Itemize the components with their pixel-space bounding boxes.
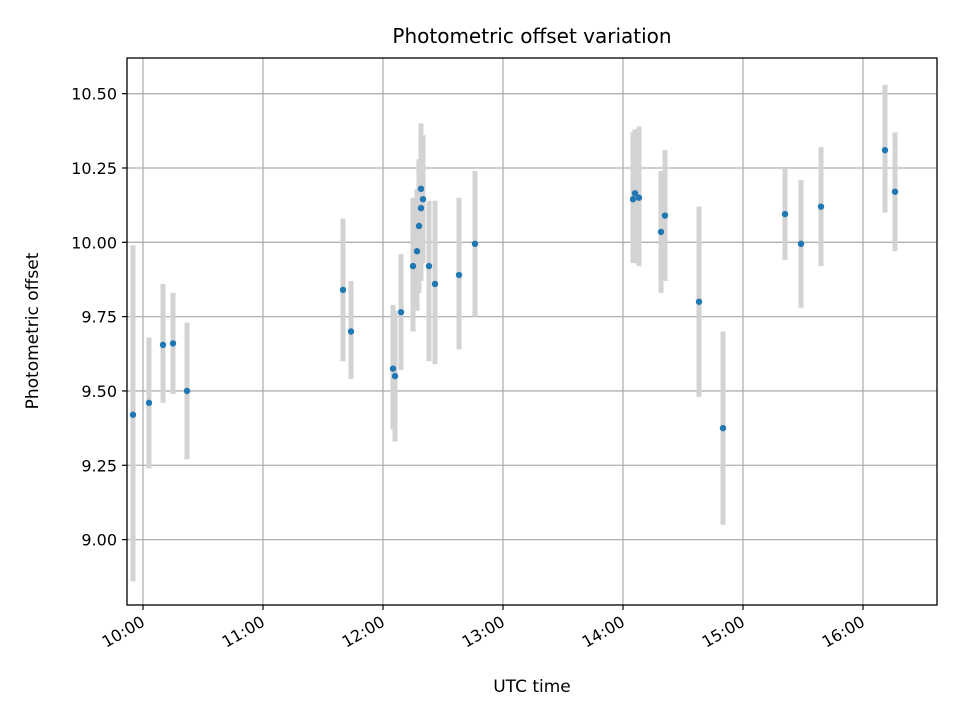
data-point <box>347 328 355 335</box>
y-tick-label: 9.50 <box>81 382 117 401</box>
data-point <box>169 340 177 347</box>
data-point <box>425 262 433 270</box>
y-tick-label: 10.25 <box>71 159 117 178</box>
chart-title: Photometric offset variation <box>392 24 671 48</box>
data-point <box>419 196 427 203</box>
data-point <box>455 271 463 279</box>
data-point <box>471 240 479 248</box>
x-axis-title: UTC time <box>493 677 571 697</box>
data-point <box>409 262 417 270</box>
data-point <box>417 204 425 212</box>
data-point <box>413 248 421 255</box>
data-point <box>389 365 397 372</box>
data-points <box>129 146 899 432</box>
data-point <box>631 190 639 197</box>
y-tick-label: 10.50 <box>71 85 117 104</box>
y-tick-label: 9.75 <box>81 308 117 327</box>
grid <box>127 58 937 605</box>
data-point <box>695 298 703 305</box>
data-point <box>339 286 347 294</box>
data-point <box>159 341 167 349</box>
data-point <box>397 308 405 316</box>
data-point <box>797 240 805 248</box>
data-point <box>657 228 665 236</box>
data-point <box>183 387 191 395</box>
data-point <box>415 222 423 230</box>
data-point <box>417 185 425 193</box>
data-point <box>781 210 789 218</box>
data-point <box>719 424 727 432</box>
data-point <box>881 146 889 154</box>
y-axis-title: Photometric offset <box>23 252 43 409</box>
data-point <box>431 280 439 288</box>
data-point <box>391 372 399 380</box>
y-tick-label: 10.00 <box>71 233 117 252</box>
data-point <box>635 194 643 201</box>
y-tick-label: 9.25 <box>81 456 117 475</box>
data-point <box>129 411 137 418</box>
data-point <box>817 203 825 210</box>
data-point <box>891 188 899 195</box>
data-point <box>661 212 669 219</box>
data-point <box>629 196 637 203</box>
plot-frame <box>126 57 938 606</box>
data-point <box>145 399 153 407</box>
y-tick-label: 9.00 <box>81 531 117 550</box>
